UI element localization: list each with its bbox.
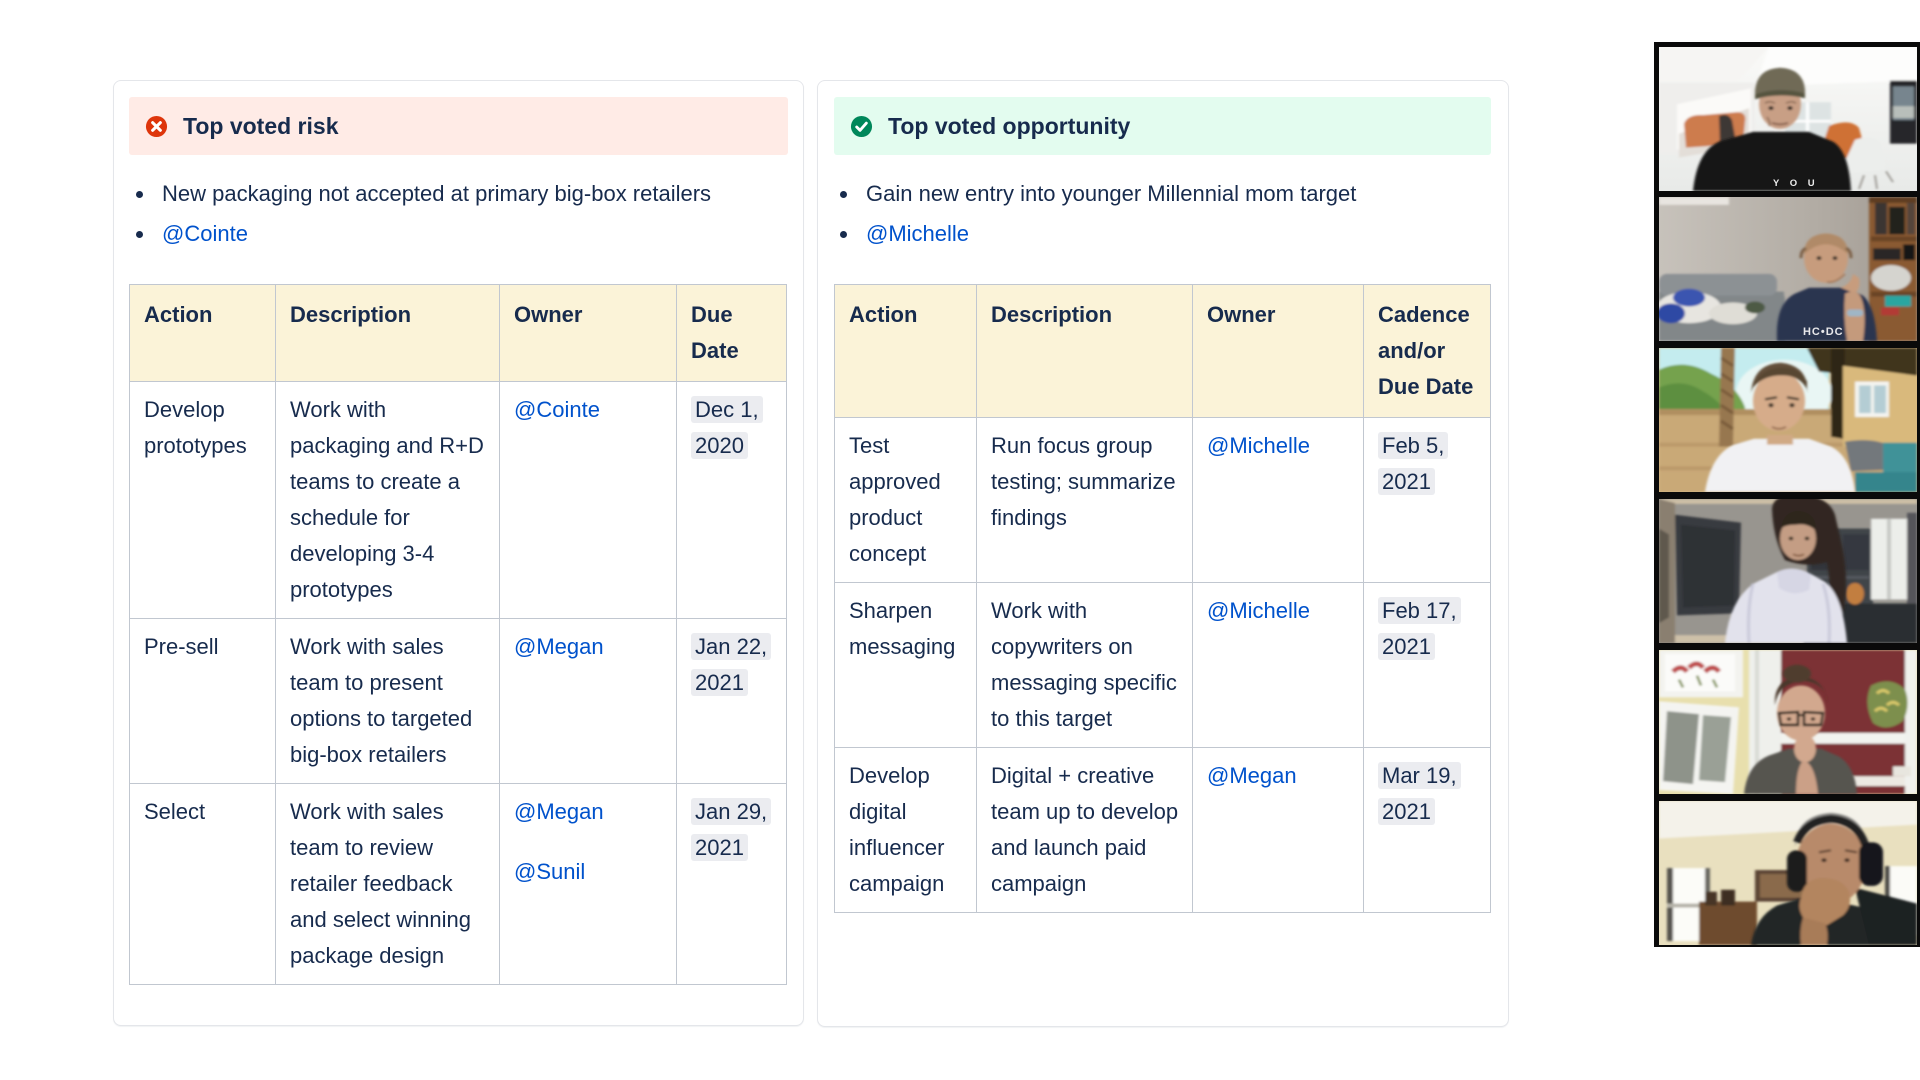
svg-text:Y O U: Y O U (1773, 177, 1819, 188)
svg-text:HC•DC: HC•DC (1803, 326, 1844, 338)
